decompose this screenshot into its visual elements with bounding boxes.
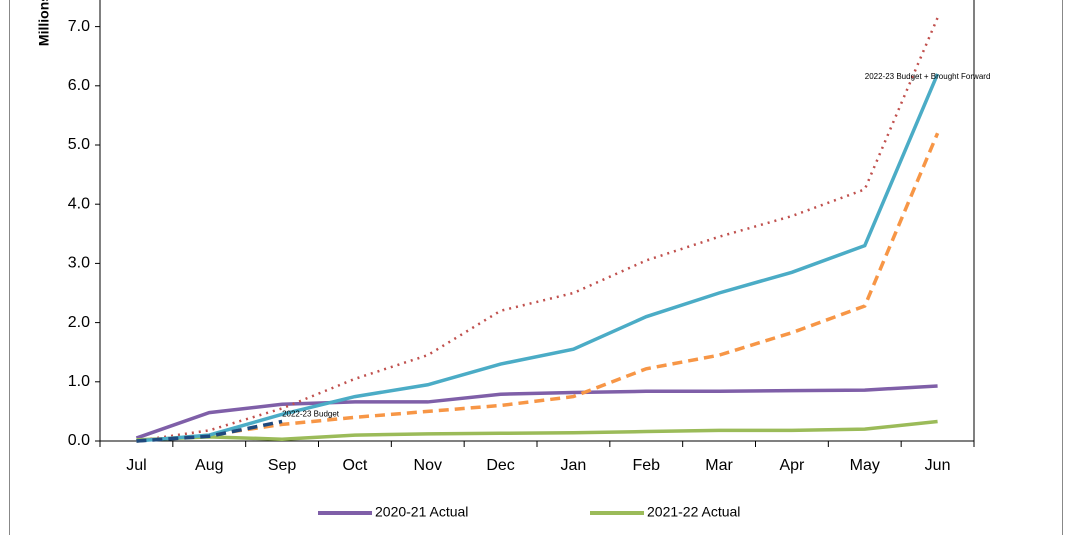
- legend-label: 2020-21 Actual: [375, 504, 468, 520]
- y-tick-label: 7.0: [68, 18, 90, 35]
- annotation: 2022-23 Budget: [282, 409, 340, 418]
- series-line: [136, 419, 283, 443]
- y-tick-label: 0.0: [68, 432, 90, 449]
- x-tick-label: May: [850, 457, 880, 474]
- y-tick-label: 6.0: [68, 77, 90, 94]
- y-tick-label: 3.0: [68, 255, 90, 272]
- x-tick-label: Dec: [486, 457, 514, 474]
- y-axis-label: Millions: [36, 0, 52, 46]
- x-tick-label: Mar: [705, 457, 733, 474]
- y-tick-label: 1.0: [68, 373, 90, 390]
- x-tick-label: Jun: [925, 457, 951, 474]
- y-tick-label: 4.0: [68, 195, 90, 212]
- x-tick-label: Jan: [561, 457, 587, 474]
- series-line: [136, 17, 939, 443]
- plot-area: [99, 0, 975, 442]
- y-tick-label: 2.0: [68, 314, 90, 331]
- x-tick-label: Aug: [195, 457, 223, 474]
- legend-label: 2021-22 Actual: [647, 504, 740, 520]
- y-tick-label: 5.0: [68, 136, 90, 153]
- series-line: [136, 73, 940, 443]
- series-line: [136, 132, 940, 443]
- x-tick-label: Feb: [632, 457, 660, 474]
- x-tick-label: Sep: [268, 457, 297, 474]
- x-tick-label: Jul: [126, 457, 146, 474]
- series-line: [136, 419, 938, 442]
- annotation: 2022-23 Budget + Brought Forward: [865, 72, 991, 81]
- x-tick-label: Apr: [779, 457, 805, 474]
- series-line: [135, 384, 938, 440]
- x-tick-label: Oct: [342, 457, 367, 474]
- x-tick-label: Nov: [414, 457, 442, 474]
